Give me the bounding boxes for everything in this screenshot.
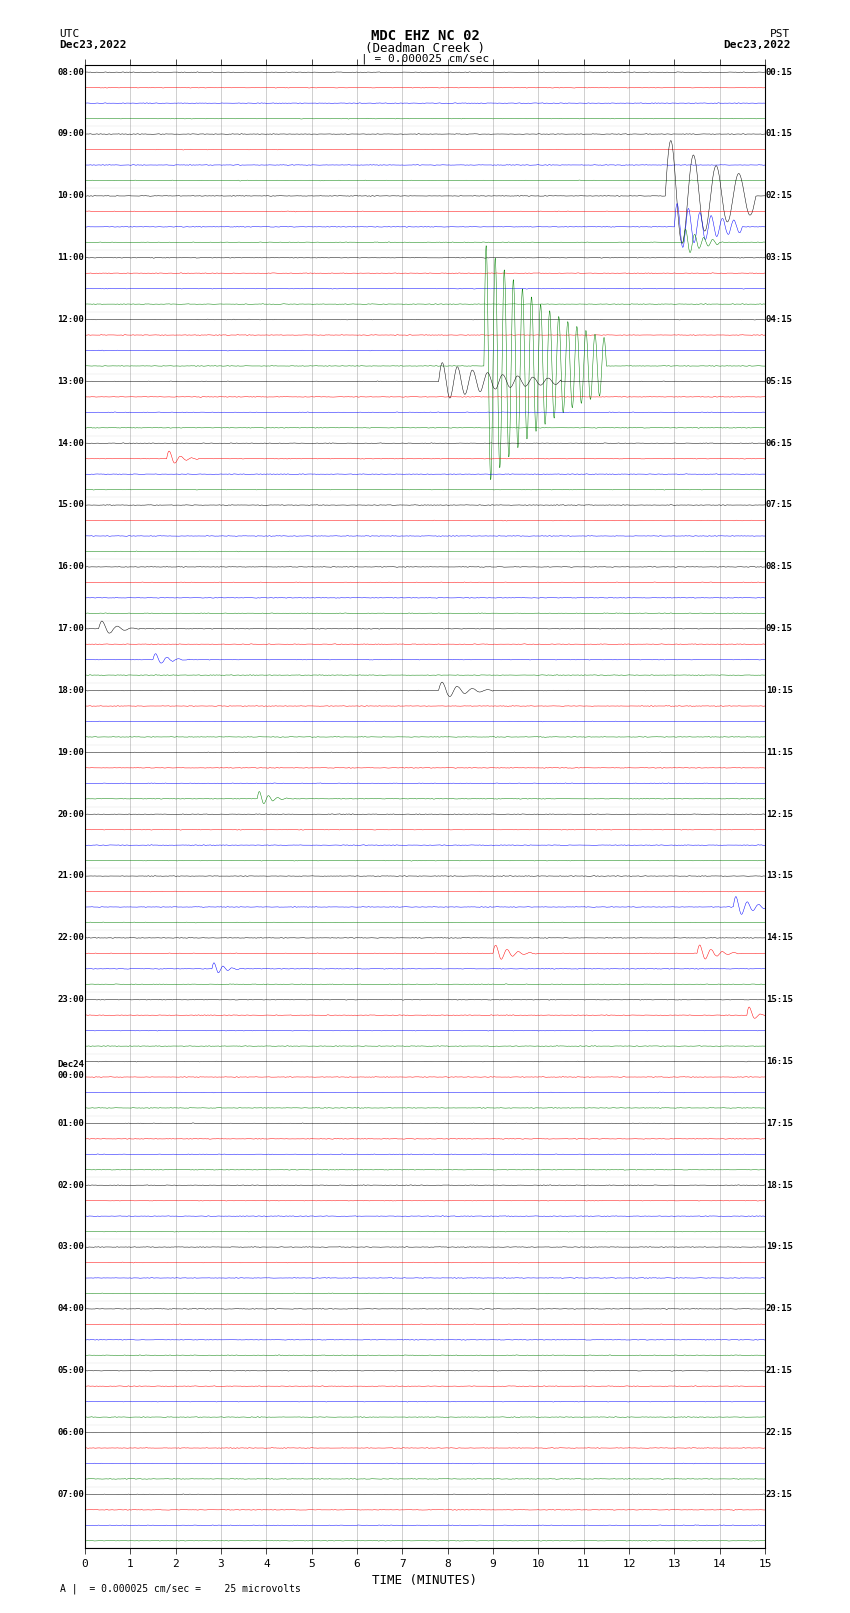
Text: 02:00: 02:00 [57, 1181, 84, 1189]
Text: 14:00: 14:00 [57, 439, 84, 447]
Text: 05:15: 05:15 [766, 377, 793, 386]
Text: 03:00: 03:00 [57, 1242, 84, 1252]
Text: 20:00: 20:00 [57, 810, 84, 818]
Text: 00:15: 00:15 [766, 68, 793, 76]
Text: 11:00: 11:00 [57, 253, 84, 261]
Text: 07:00: 07:00 [57, 1490, 84, 1498]
Text: 12:00: 12:00 [57, 315, 84, 324]
Text: 21:00: 21:00 [57, 871, 84, 881]
Text: PST: PST [770, 29, 790, 39]
Text: 15:15: 15:15 [766, 995, 793, 1003]
Text: 02:15: 02:15 [766, 192, 793, 200]
Text: 09:00: 09:00 [57, 129, 84, 139]
Text: A |  = 0.000025 cm/sec =    25 microvolts: A | = 0.000025 cm/sec = 25 microvolts [60, 1582, 300, 1594]
Text: 22:15: 22:15 [766, 1428, 793, 1437]
Text: 22:00: 22:00 [57, 934, 84, 942]
Text: 19:00: 19:00 [57, 748, 84, 756]
Text: 21:15: 21:15 [766, 1366, 793, 1374]
Text: 19:15: 19:15 [766, 1242, 793, 1252]
Text: 06:00: 06:00 [57, 1428, 84, 1437]
Text: 12:15: 12:15 [766, 810, 793, 818]
Text: 16:15: 16:15 [766, 1057, 793, 1066]
Text: 05:00: 05:00 [57, 1366, 84, 1374]
Text: 15:00: 15:00 [57, 500, 84, 510]
Text: 13:15: 13:15 [766, 871, 793, 881]
Text: 18:00: 18:00 [57, 686, 84, 695]
Text: Dec24: Dec24 [57, 1060, 84, 1069]
Text: 10:15: 10:15 [766, 686, 793, 695]
Text: Dec23,2022: Dec23,2022 [723, 40, 791, 50]
Text: 01:00: 01:00 [57, 1119, 84, 1127]
Text: | = 0.000025 cm/sec: | = 0.000025 cm/sec [361, 53, 489, 65]
Text: 08:15: 08:15 [766, 563, 793, 571]
Text: 13:00: 13:00 [57, 377, 84, 386]
Text: 08:00: 08:00 [57, 68, 84, 76]
Text: 17:15: 17:15 [766, 1119, 793, 1127]
Text: 16:00: 16:00 [57, 563, 84, 571]
Text: 00:00: 00:00 [57, 1071, 84, 1079]
Text: Dec23,2022: Dec23,2022 [60, 40, 127, 50]
Text: MDC EHZ NC 02: MDC EHZ NC 02 [371, 29, 479, 44]
Text: 09:15: 09:15 [766, 624, 793, 632]
Text: 04:15: 04:15 [766, 315, 793, 324]
Text: 03:15: 03:15 [766, 253, 793, 261]
Text: 18:15: 18:15 [766, 1181, 793, 1189]
Text: (Deadman Creek ): (Deadman Creek ) [365, 42, 485, 55]
Text: 06:15: 06:15 [766, 439, 793, 447]
Text: UTC: UTC [60, 29, 80, 39]
Text: 20:15: 20:15 [766, 1305, 793, 1313]
X-axis label: TIME (MINUTES): TIME (MINUTES) [372, 1574, 478, 1587]
Text: 10:00: 10:00 [57, 192, 84, 200]
Text: 01:15: 01:15 [766, 129, 793, 139]
Text: 11:15: 11:15 [766, 748, 793, 756]
Text: 23:15: 23:15 [766, 1490, 793, 1498]
Text: 07:15: 07:15 [766, 500, 793, 510]
Text: 14:15: 14:15 [766, 934, 793, 942]
Text: 17:00: 17:00 [57, 624, 84, 632]
Text: 04:00: 04:00 [57, 1305, 84, 1313]
Text: 23:00: 23:00 [57, 995, 84, 1003]
